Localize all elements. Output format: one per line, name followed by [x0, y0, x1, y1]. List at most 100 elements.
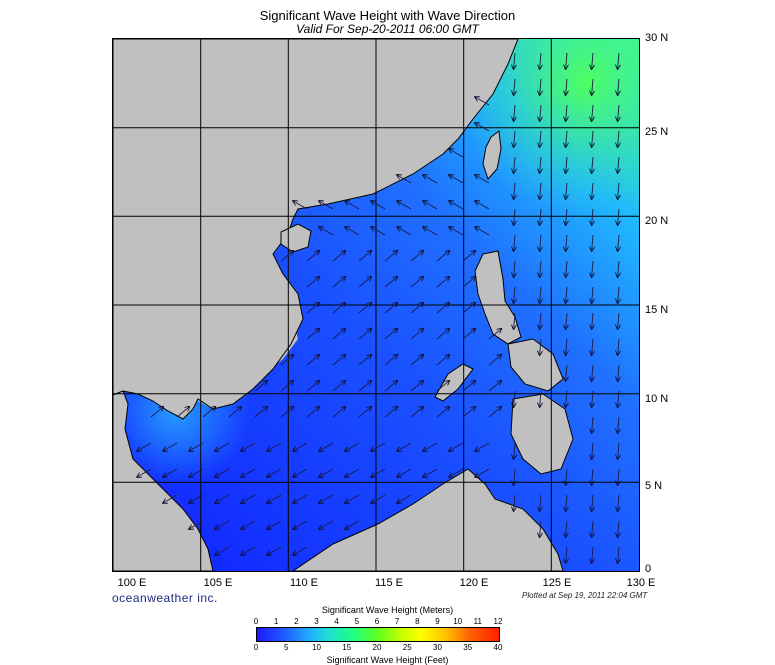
wave-direction-arrow — [540, 182, 541, 199]
wave-direction-arrow — [293, 520, 308, 529]
mindanao-island — [510, 393, 574, 475]
colorbar-feet-tick: 20 — [372, 643, 382, 652]
wave-direction-arrow — [566, 104, 567, 121]
wave-direction-arrow — [514, 312, 515, 329]
wave-direction-arrow — [449, 149, 464, 158]
wave-direction-arrow — [280, 355, 293, 366]
wave-direction-arrow — [566, 546, 567, 563]
wave-direction-arrow — [566, 182, 567, 199]
wave-direction-arrow — [592, 156, 593, 173]
wave-direction-arrow — [423, 175, 438, 184]
lon-label-100e: 100 E — [117, 577, 147, 589]
wave-direction-arrow — [475, 227, 490, 236]
wave-direction-arrow — [163, 442, 178, 451]
wave-direction-arrow — [397, 201, 412, 210]
wave-direction-arrows — [137, 52, 619, 563]
wave-direction-arrow — [592, 442, 593, 459]
wave-direction-arrow — [332, 355, 345, 366]
wave-direction-arrow — [618, 416, 619, 433]
wave-direction-arrow — [410, 329, 423, 340]
wave-direction-arrow — [436, 277, 449, 288]
wave-direction-arrow — [358, 355, 371, 366]
colorbar-meters-tick: 3 — [314, 617, 319, 626]
wave-direction-arrow — [462, 303, 475, 314]
wave-direction-arrow — [241, 546, 256, 555]
wave-direction-arrow — [540, 494, 541, 511]
lat-label-0: 0 — [645, 563, 652, 575]
wave-direction-arrow — [618, 520, 619, 537]
wave-direction-arrow — [566, 468, 567, 485]
wave-direction-arrow — [189, 468, 204, 477]
colorbar-feet-tick: 5 — [284, 643, 289, 652]
wave-direction-arrow — [423, 468, 438, 477]
wave-direction-arrow — [449, 442, 464, 451]
lat-label-15n: 15 N — [645, 304, 669, 316]
wave-direction-arrow — [319, 494, 334, 503]
colorbar-feet-tick: 10 — [312, 643, 321, 652]
wave-map-canvas — [113, 39, 639, 571]
colorbar-meters-tick: 6 — [374, 617, 380, 626]
wave-direction-arrow — [384, 277, 397, 288]
wave-direction-arrow — [618, 234, 619, 251]
wave-direction-arrow — [475, 123, 490, 132]
wave-direction-arrow — [345, 468, 360, 477]
wave-direction-arrow — [384, 355, 397, 366]
wave-direction-arrow — [280, 381, 293, 392]
lat-label-5n: 5 N — [645, 480, 663, 492]
wave-direction-arrow — [514, 52, 515, 69]
wave-direction-arrow — [358, 277, 371, 288]
wave-direction-arrow — [566, 520, 567, 537]
wave-direction-arrow — [540, 286, 541, 303]
wave-direction-arrow — [514, 104, 515, 121]
wave-direction-arrow — [592, 234, 593, 251]
wave-direction-arrow — [514, 208, 515, 225]
wave-direction-arrow — [592, 208, 593, 225]
wave-direction-arrow — [618, 364, 619, 381]
wave-direction-arrow — [306, 407, 319, 418]
wave-direction-arrow — [306, 381, 319, 392]
wave-direction-arrow — [618, 468, 619, 485]
chart-title: Significant Wave Height with Wave Direct… — [259, 8, 516, 23]
lat-lon-grid — [113, 39, 639, 571]
wave-direction-arrow — [228, 407, 241, 418]
lon-label-115e: 115 E — [375, 577, 403, 589]
colorbar-meters-tick: 5 — [354, 617, 360, 626]
wave-direction-arrow — [566, 78, 567, 95]
wave-direction-arrow — [540, 338, 541, 355]
wave-direction-arrow — [449, 468, 464, 477]
landmasses — [113, 39, 574, 571]
wave-direction-arrow — [618, 260, 619, 277]
luzon-island — [474, 250, 522, 345]
colorbar-feet-tick: 30 — [433, 643, 442, 652]
wave-direction-arrow — [449, 175, 464, 184]
wave-direction-arrow — [423, 201, 438, 210]
colorbar-feet-tick: 35 — [463, 643, 473, 652]
wave-direction-arrow — [618, 338, 619, 355]
wave-direction-arrow — [384, 251, 397, 262]
wave-direction-arrow — [462, 329, 475, 340]
wave-direction-arrow — [332, 381, 345, 392]
colorbar-title-feet: Significant Wave Height (Feet) — [326, 655, 449, 665]
wave-direction-arrow — [449, 227, 464, 236]
wave-direction-arrow — [280, 251, 293, 262]
wave-direction-arrow — [592, 364, 593, 381]
wave-direction-arrow — [592, 52, 593, 69]
colorbar-meters-tick: 9 — [435, 617, 440, 626]
wave-direction-arrow — [618, 286, 619, 303]
wave-direction-arrow — [319, 227, 334, 236]
wave-direction-arrow — [462, 381, 475, 392]
wave-direction-arrow — [306, 251, 319, 262]
wave-direction-arrow — [397, 227, 412, 236]
wave-direction-arrow — [592, 78, 593, 95]
wave-direction-arrow — [462, 251, 475, 262]
wave-direction-arrow — [436, 381, 449, 392]
wave-direction-arrow — [514, 78, 515, 95]
wave-direction-arrow — [306, 277, 319, 288]
wave-direction-arrow — [592, 260, 593, 277]
wave-direction-arrow — [566, 156, 567, 173]
wave-direction-arrow — [592, 546, 593, 563]
wave-direction-arrow — [540, 390, 541, 407]
wave-direction-arrow — [514, 156, 515, 173]
colorbar-meters-tick: 11 — [473, 617, 482, 626]
wave-direction-arrow — [618, 182, 619, 199]
